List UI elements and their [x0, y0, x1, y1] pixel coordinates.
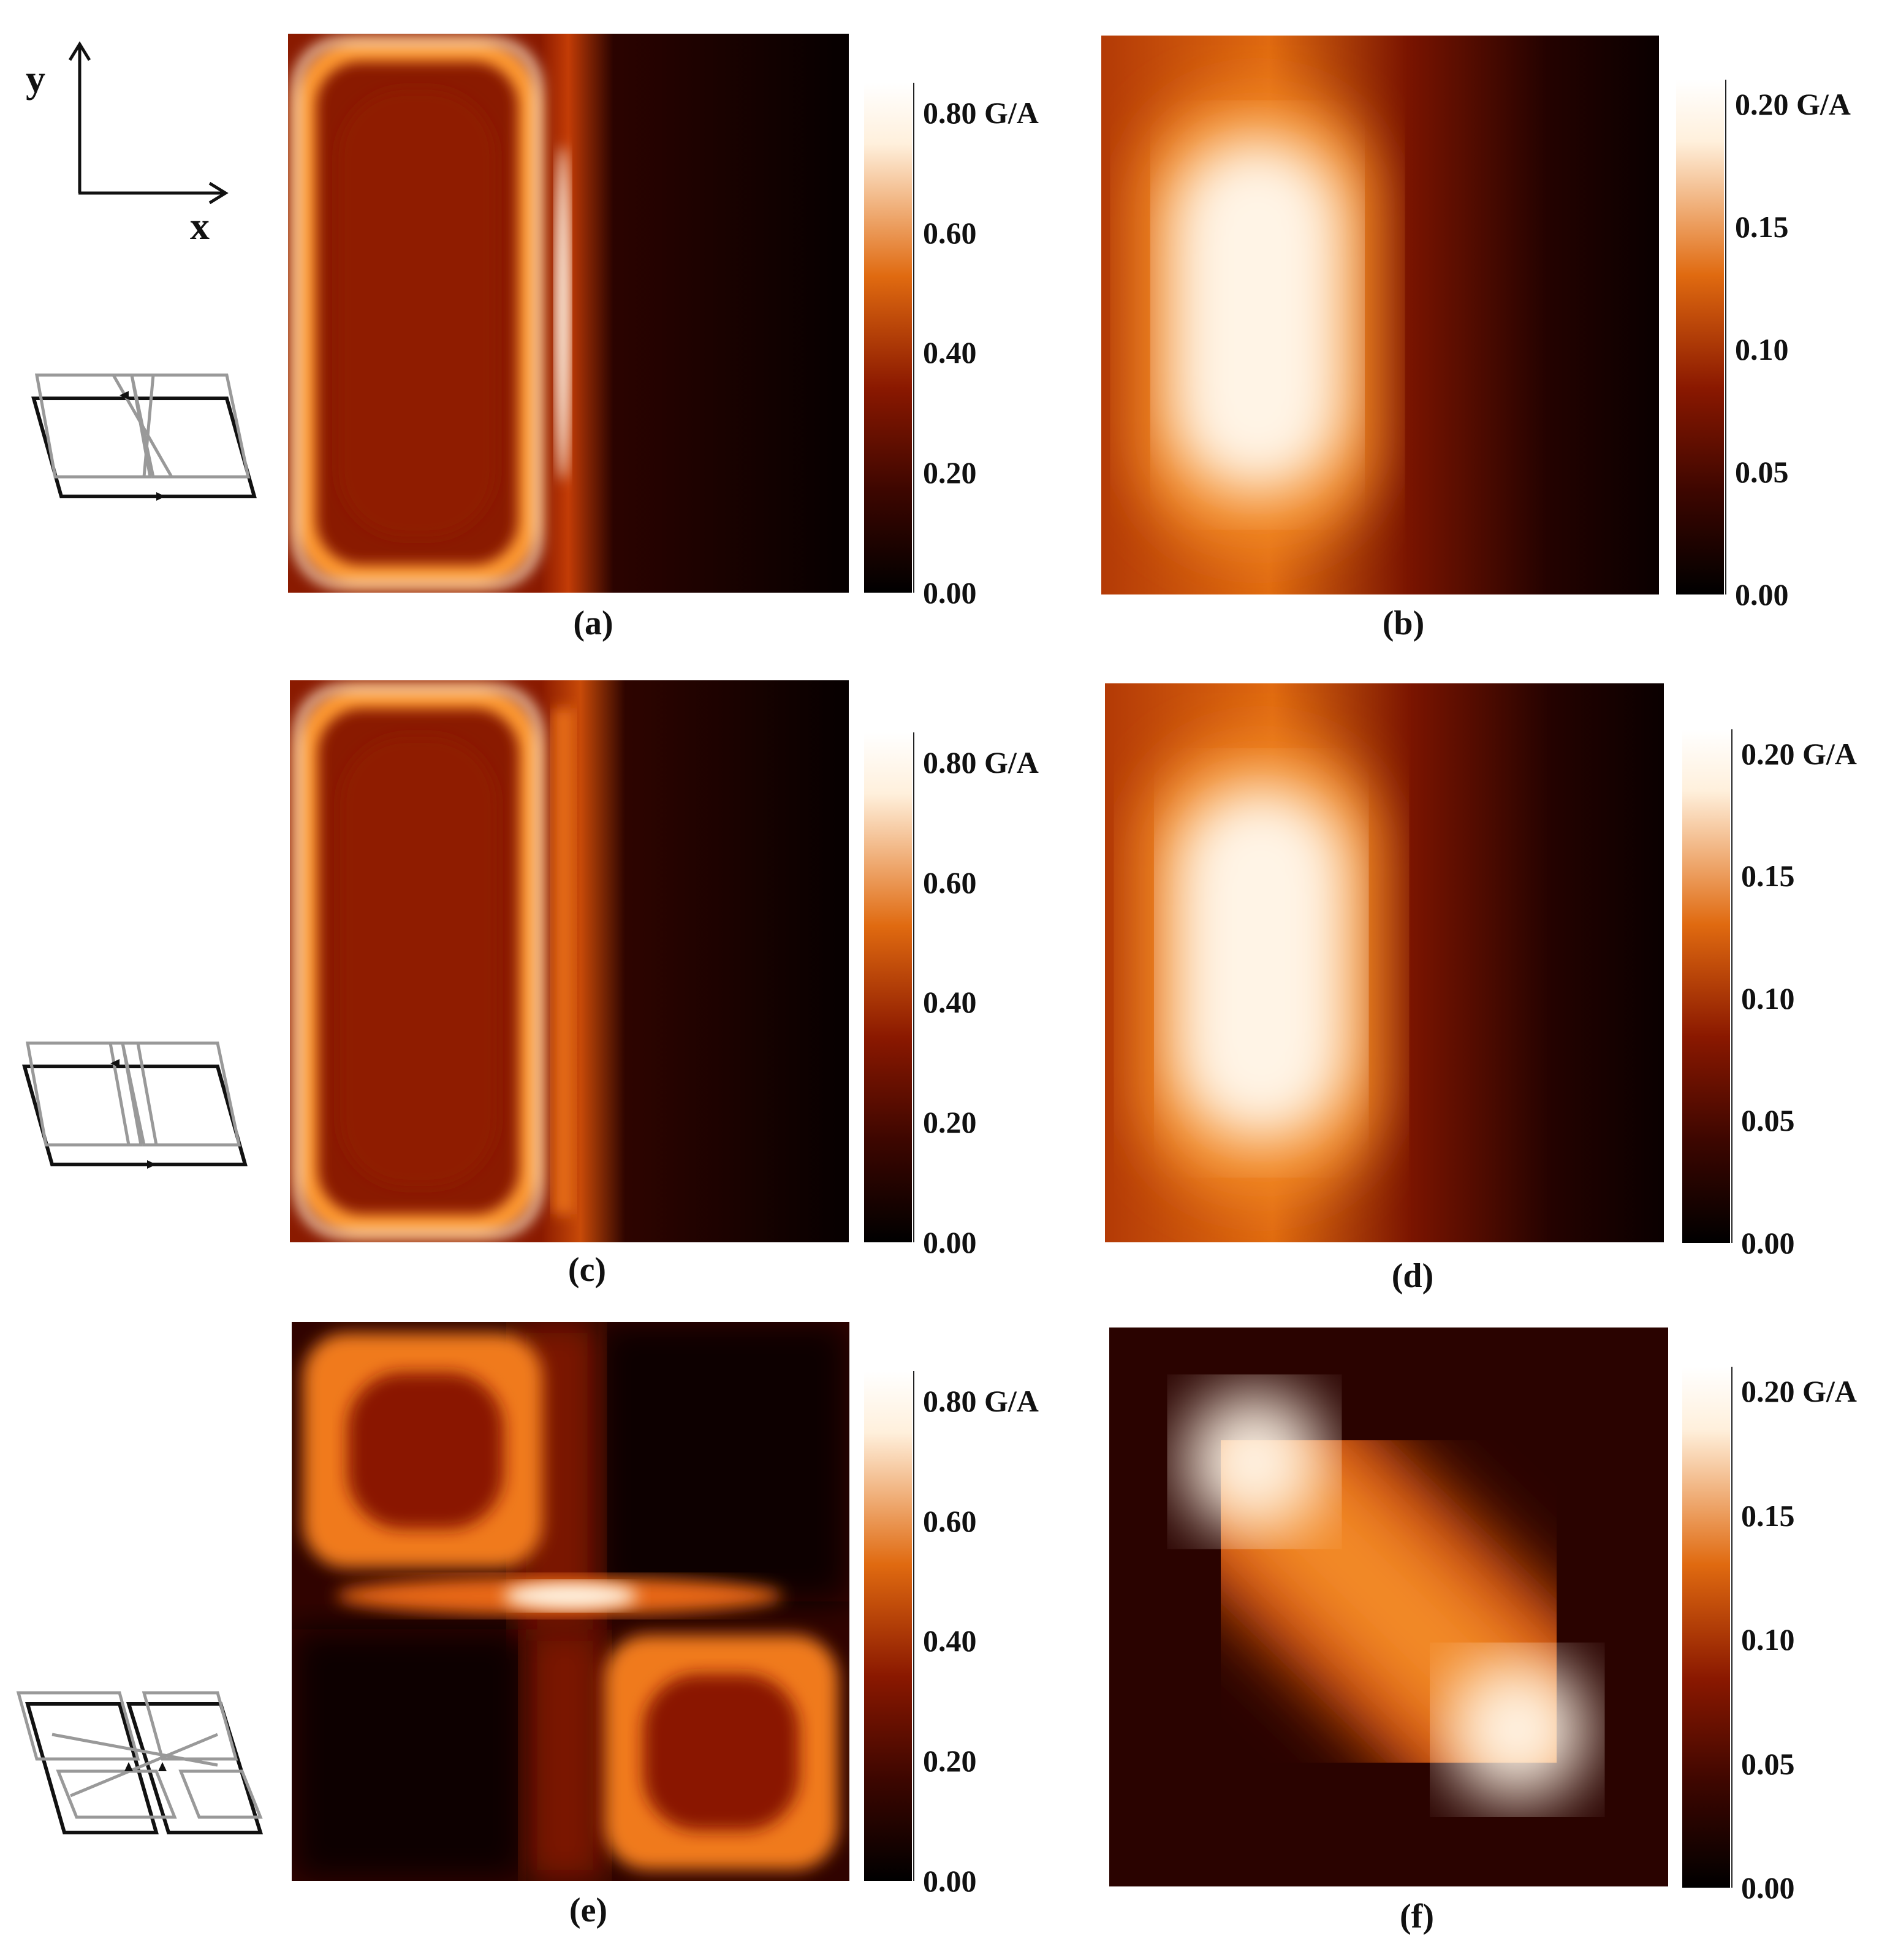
- heatmap-c: [290, 680, 849, 1242]
- heatmap-b: [1101, 36, 1659, 594]
- colorbar-tick: 0.20: [923, 455, 977, 490]
- y-axis-label: y: [26, 57, 45, 101]
- heatmap-f: [1109, 1328, 1668, 1886]
- colorbar-tick: 0.20 G/A: [1741, 1374, 1857, 1409]
- colorbar-tick: 0.60: [923, 215, 977, 250]
- colorbar-tick: 0.10: [1741, 1622, 1795, 1657]
- xy-axes-indicator: [67, 37, 239, 215]
- colorbar-tick: 0.80 G/A: [923, 95, 1039, 130]
- colorbar-tick: 0.20: [923, 1105, 977, 1140]
- colorbar-tick: 0.60: [923, 1503, 977, 1538]
- colorbar-tick: 0.80 G/A: [923, 745, 1039, 780]
- heatmap-d: [1105, 683, 1664, 1242]
- coil-schematic-quad: [15, 1685, 267, 1851]
- colorbar-tick: 0.00: [1741, 1871, 1795, 1905]
- panel-label-c: (c): [567, 1251, 607, 1289]
- colorbar-tick: 0.40: [923, 335, 977, 370]
- colorbar-tick: 0.40: [923, 1624, 977, 1658]
- colorbar-tick: 0.40: [923, 985, 977, 1020]
- coil-schematic-parallel: [18, 1036, 251, 1177]
- colorbar-tick: 0.80 G/A: [923, 1383, 1039, 1418]
- colorbar-tick: 0.00: [923, 575, 977, 610]
- heatmap-a: [288, 34, 849, 593]
- colorbar-tick: 0.20 G/A: [1735, 87, 1851, 121]
- colorbar-tick: 0.00: [923, 1864, 977, 1898]
- colorbar-tick: 0.00: [1735, 577, 1789, 612]
- panel-label-a: (a): [573, 604, 613, 642]
- x-axis-label: x: [190, 204, 210, 248]
- colorbar-tick: 0.10: [1735, 332, 1789, 367]
- coil-schematic-crossed: [28, 368, 260, 509]
- colorbar-tick: 0.05: [1741, 1103, 1795, 1138]
- panel-label-f: (f): [1400, 1897, 1434, 1935]
- heatmap-e: [292, 1322, 849, 1881]
- colorbar-tick: 0.00: [1741, 1226, 1795, 1260]
- colorbar-tick: 0.15: [1741, 1498, 1795, 1533]
- colorbar-tick: 0.20 G/A: [1741, 736, 1857, 771]
- colorbar-tick: 0.15: [1735, 210, 1789, 244]
- colorbar-tick: 0.10: [1741, 981, 1795, 1016]
- colorbar-tick: 0.20: [923, 1744, 977, 1779]
- panel-label-e: (e): [569, 1891, 608, 1929]
- colorbar-tick: 0.00: [923, 1225, 977, 1259]
- colorbar-tick: 0.05: [1735, 455, 1789, 489]
- colorbar-tick: 0.05: [1741, 1746, 1795, 1781]
- colorbar-tick: 0.15: [1741, 859, 1795, 894]
- panel-label-d: (d): [1391, 1257, 1434, 1295]
- panel-label-b: (b): [1382, 604, 1425, 642]
- colorbar-tick: 0.60: [923, 865, 977, 900]
